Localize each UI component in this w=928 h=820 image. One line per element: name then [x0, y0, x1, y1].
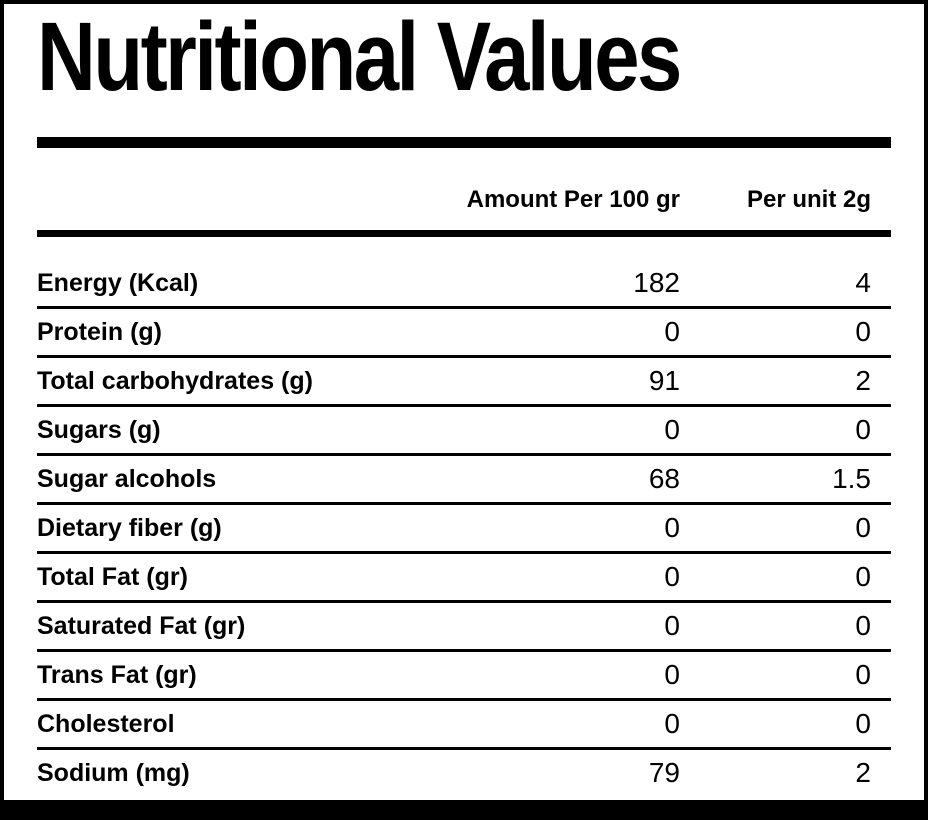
row-label: Energy (Kcal) [37, 268, 199, 297]
title-divider-bar [37, 137, 891, 148]
row-divider [37, 453, 891, 456]
table-row: Total carbohydrates (g) 91 2 [37, 358, 891, 404]
column-header-amount-per-100: Amount Per 100 gr [466, 186, 680, 213]
row-label: Protein (g) [37, 317, 162, 346]
row-label: Dietary fiber (g) [37, 513, 222, 542]
row-value-per-100: 79 [648, 757, 680, 788]
row-value-per-unit: 0 [855, 414, 871, 445]
table-row: Dietary fiber (g) 0 0 [37, 505, 891, 551]
column-header-per-unit: Per unit 2g [746, 186, 871, 213]
row-label: Total Fat (gr) [37, 562, 188, 591]
row-divider [37, 502, 891, 505]
row-value-per-unit: 0 [855, 708, 871, 739]
row-value-per-100: 91 [648, 365, 680, 396]
row-divider [37, 698, 891, 701]
table-row: Protein (g) 0 0 [37, 309, 891, 355]
table-row: Sodium (mg) 79 2 [37, 750, 891, 796]
table-row: Saturated Fat (gr) 0 0 [37, 603, 891, 649]
row-value-per-unit: 0 [855, 561, 871, 592]
page-title: Nutritional Values [37, 2, 682, 111]
row-value-per-unit: 4 [855, 267, 871, 298]
row-value-per-100: 0 [664, 561, 680, 592]
row-divider [37, 355, 891, 358]
row-value-per-unit: 0 [855, 316, 871, 347]
table-row: Total Fat (gr) 0 0 [37, 554, 891, 600]
row-value-per-100: 0 [664, 708, 680, 739]
row-divider [37, 747, 891, 750]
table-row: Trans Fat (gr) 0 0 [37, 652, 891, 698]
row-label: Sugar alcohols [37, 464, 217, 493]
row-divider [37, 649, 891, 652]
row-divider [37, 404, 891, 407]
row-value-per-unit: 0 [855, 659, 871, 690]
row-label: Saturated Fat (gr) [37, 611, 246, 640]
row-divider [37, 600, 891, 603]
row-label: Trans Fat (gr) [37, 660, 197, 689]
row-value-per-unit: 2 [855, 365, 871, 396]
row-value-per-unit: 2 [855, 757, 871, 788]
row-label: Sodium (mg) [37, 758, 190, 787]
row-value-per-unit: 0 [855, 512, 871, 543]
row-value-per-100: 182 [633, 267, 680, 298]
row-value-per-100: 0 [664, 610, 680, 641]
table-body: Energy (Kcal) 182 4 Protein (g) 0 0 Tota… [4, 237, 924, 796]
bottom-divider-bar [4, 800, 924, 816]
table-row: Energy (Kcal) 182 4 [37, 260, 891, 306]
header-divider-bar [37, 230, 891, 237]
row-value-per-100: 0 [664, 316, 680, 347]
row-divider [37, 306, 891, 309]
row-value-per-100: 0 [664, 659, 680, 690]
row-divider [37, 551, 891, 554]
row-value-per-100: 68 [648, 463, 680, 494]
table-header-row: Amount Per 100 gr Per unit 2g [37, 148, 891, 230]
table-row: Cholesterol 0 0 [37, 701, 891, 747]
row-value-per-unit: 1.5 [832, 463, 871, 494]
table-row: Sugars (g) 0 0 [37, 407, 891, 453]
row-value-per-unit: 0 [855, 610, 871, 641]
row-label: Sugars (g) [37, 415, 161, 444]
table-row: Sugar alcohols 68 1.5 [37, 456, 891, 502]
row-value-per-100: 0 [664, 512, 680, 543]
row-label: Cholesterol [37, 709, 175, 738]
row-value-per-100: 0 [664, 414, 680, 445]
row-label: Total carbohydrates (g) [37, 366, 313, 395]
